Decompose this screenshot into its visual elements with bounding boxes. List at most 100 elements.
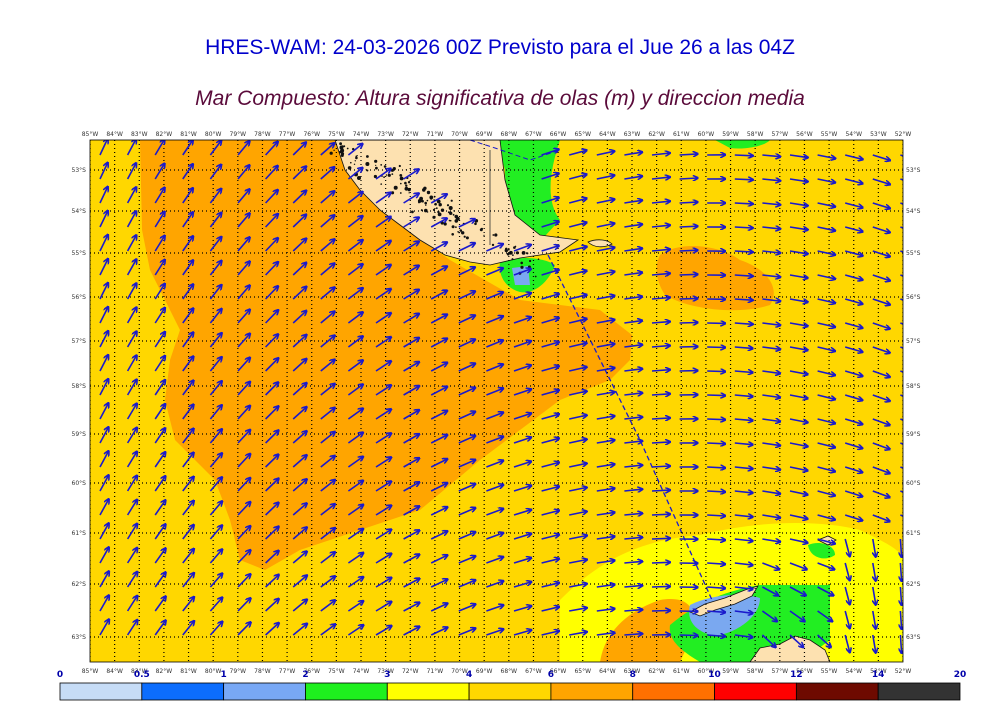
colorbar-swatch	[632, 682, 715, 701]
wave-arrow	[403, 169, 419, 180]
wave-arrow	[99, 283, 108, 300]
wave-arrow	[265, 262, 279, 276]
wave-arrow	[596, 223, 615, 228]
wave-arrow	[126, 476, 137, 492]
wave-arrow	[375, 289, 391, 300]
wave-arrow	[734, 179, 753, 180]
wave-arrow	[596, 296, 615, 300]
wave-arrow	[430, 555, 447, 564]
wave-arrow	[651, 394, 670, 395]
wave-arrow	[430, 531, 447, 540]
wave-arrow	[182, 405, 194, 420]
wave-arrow	[872, 466, 890, 473]
wave-arrow	[624, 537, 642, 539]
wave-arrow	[624, 345, 642, 347]
wave-arrow	[403, 482, 420, 492]
wave-arrow	[99, 451, 109, 468]
wave-arrow	[734, 299, 753, 300]
wave-arrow	[596, 464, 615, 467]
lon-label: 53°W	[870, 131, 887, 138]
wave-arrow	[320, 624, 336, 636]
wave-arrow	[99, 547, 109, 564]
lon-label: 69°W	[476, 131, 493, 138]
wave-arrow	[844, 274, 862, 280]
wave-arrow	[762, 539, 780, 542]
colorbar-tick: 14	[872, 670, 885, 680]
lon-label: 63°W	[624, 131, 641, 138]
lat-label: 59°S	[906, 431, 921, 438]
wave-arrow	[292, 527, 307, 540]
wave-arrow	[126, 452, 137, 468]
wave-arrow	[679, 178, 698, 179]
wave-arrow	[679, 154, 698, 155]
lon-label: 82°W	[156, 668, 173, 675]
wave-arrow	[789, 322, 808, 326]
wave-arrow	[541, 583, 560, 588]
lon-label: 56°W	[796, 131, 813, 138]
wave-arrow	[292, 359, 306, 372]
wave-arrow	[707, 515, 725, 516]
islet-dot	[404, 186, 409, 191]
wave-arrow	[844, 322, 862, 328]
wave-arrow	[375, 530, 391, 540]
wave-arrow	[734, 635, 753, 637]
islet-dot	[339, 150, 342, 154]
islet-dot	[339, 142, 342, 146]
wave-arrow	[265, 310, 279, 324]
wave-arrow	[817, 394, 836, 399]
lat-label: 61°S	[906, 530, 921, 537]
wave-arrow	[651, 225, 670, 227]
islet-dot	[398, 164, 401, 168]
wave-arrow	[513, 413, 531, 420]
wave-arrow	[347, 336, 362, 348]
wave-arrow	[789, 298, 808, 302]
wave-arrow	[237, 165, 250, 180]
wave-arrow	[900, 562, 901, 581]
wave-arrow	[209, 525, 222, 540]
wave-arrow	[679, 298, 698, 299]
wave-arrow	[789, 394, 808, 398]
lon-label: 59°W	[722, 131, 739, 138]
wave-arrow	[873, 610, 876, 629]
lat-label: 59°S	[72, 431, 87, 438]
islet-dot	[450, 199, 453, 202]
wave-arrow	[568, 150, 586, 156]
wave-arrow	[624, 152, 642, 155]
wave-arrow	[707, 611, 725, 612]
wave-arrow	[403, 266, 419, 276]
wave-arrow	[375, 578, 391, 588]
wave-arrow	[513, 510, 531, 516]
wave-arrow	[126, 404, 137, 420]
wave-arrow	[624, 489, 642, 491]
wave-arrow	[651, 490, 670, 491]
lat-label: 61°S	[72, 530, 87, 537]
wave-arrow	[513, 486, 531, 492]
wave-arrow	[817, 586, 834, 596]
wave-arrow	[265, 575, 279, 588]
wave-arrow	[486, 533, 503, 540]
wave-arrow	[789, 514, 808, 519]
wave-arrow	[292, 239, 306, 252]
wave-arrow	[403, 530, 420, 540]
wave-arrow	[762, 323, 780, 325]
islet-dot	[405, 184, 408, 187]
wave-arrow	[762, 155, 780, 157]
wave-arrow	[513, 341, 531, 348]
wave-arrow	[789, 490, 808, 495]
wave-arrow	[182, 381, 194, 396]
wave-arrow	[486, 557, 503, 564]
wave-arrow	[817, 298, 836, 303]
wave-arrow	[154, 188, 164, 204]
wave-arrow	[375, 409, 391, 420]
wave-arrow	[99, 355, 108, 372]
wave-arrow	[872, 226, 890, 233]
wave-arrow	[182, 308, 194, 324]
lon-label: 59°W	[722, 668, 739, 675]
wave-arrow	[154, 452, 165, 468]
wave-arrow	[873, 634, 876, 653]
wave-arrow	[154, 404, 165, 420]
lat-label: 56°S	[72, 294, 87, 301]
wave-arrow	[458, 604, 476, 612]
wave-arrow	[458, 291, 475, 300]
wave-arrow	[154, 212, 164, 228]
